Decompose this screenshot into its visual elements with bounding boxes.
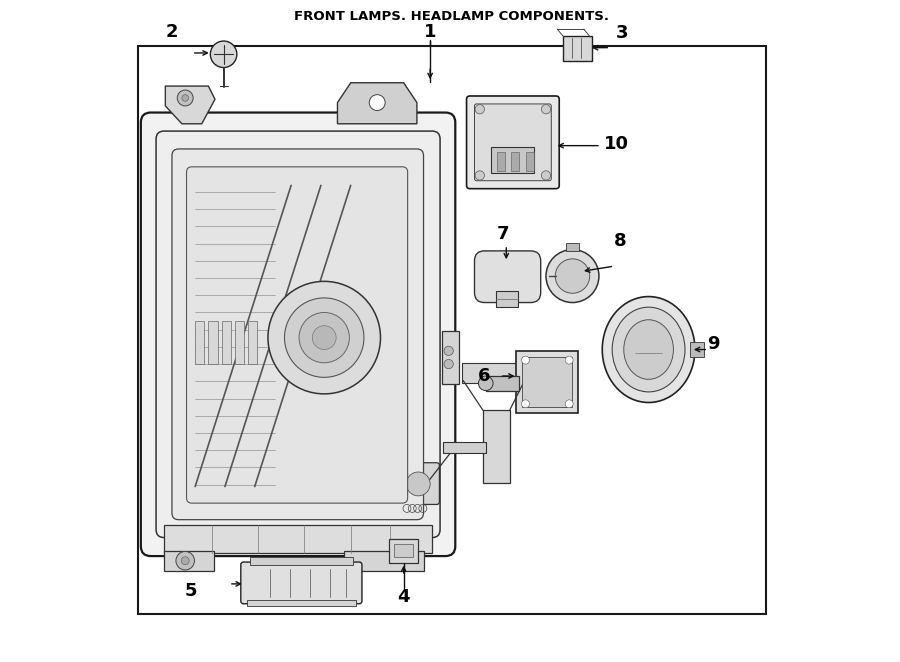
Bar [497,152,505,171]
FancyBboxPatch shape [466,96,559,189]
Bar [250,557,353,565]
FancyBboxPatch shape [186,167,408,503]
Text: 2: 2 [166,23,178,41]
Circle shape [176,551,194,570]
Bar [566,243,579,251]
Circle shape [181,557,189,565]
Bar [394,544,413,557]
Ellipse shape [602,297,695,402]
Circle shape [284,298,364,377]
Bar [221,321,231,364]
Bar [195,321,204,364]
FancyBboxPatch shape [140,113,455,556]
FancyBboxPatch shape [389,539,419,563]
Circle shape [369,95,385,111]
Circle shape [177,90,194,106]
Circle shape [182,95,188,101]
FancyBboxPatch shape [517,351,579,413]
Polygon shape [338,83,417,124]
Bar [511,152,519,171]
Circle shape [521,356,529,364]
Bar [209,321,218,364]
Circle shape [444,346,454,355]
Bar [689,342,704,357]
Circle shape [521,400,529,408]
FancyBboxPatch shape [522,357,572,407]
FancyBboxPatch shape [172,149,424,520]
Circle shape [268,281,381,394]
Bar [491,147,535,173]
Bar [442,331,459,384]
Bar [483,410,509,483]
Circle shape [299,312,349,363]
Ellipse shape [624,320,673,379]
Circle shape [479,376,493,391]
Bar [247,600,356,606]
Circle shape [565,356,573,364]
Bar [444,442,486,453]
Text: 3: 3 [616,24,628,42]
Circle shape [565,400,573,408]
FancyBboxPatch shape [241,562,362,604]
Circle shape [475,171,484,180]
Text: 8: 8 [614,232,626,250]
Text: FRONT LAMPS. HEADLAMP COMPONENTS.: FRONT LAMPS. HEADLAMP COMPONENTS. [294,9,609,23]
Bar [164,551,213,571]
FancyBboxPatch shape [398,463,439,504]
Text: 7: 7 [497,224,509,243]
Bar [235,321,244,364]
Bar [496,291,518,307]
Circle shape [475,105,484,114]
Text: 5: 5 [184,581,197,600]
Circle shape [542,105,551,114]
Circle shape [555,259,590,293]
Bar [486,376,518,391]
Circle shape [406,472,430,496]
Circle shape [211,41,237,68]
Text: 1: 1 [424,23,436,41]
Bar [164,525,432,553]
Text: 4: 4 [398,588,410,606]
FancyBboxPatch shape [474,104,552,181]
Bar [344,551,424,571]
Bar [138,46,767,614]
Bar [462,363,528,383]
FancyBboxPatch shape [562,36,591,61]
Ellipse shape [612,307,685,392]
Circle shape [312,326,336,350]
Circle shape [444,359,454,369]
Text: 9: 9 [707,335,720,354]
FancyBboxPatch shape [474,251,541,303]
Bar [526,152,534,171]
Polygon shape [166,86,215,124]
Text: 6: 6 [478,367,491,385]
Text: 10: 10 [604,135,629,154]
Circle shape [546,250,599,303]
Bar [248,321,257,364]
FancyBboxPatch shape [156,131,440,538]
Circle shape [542,171,551,180]
